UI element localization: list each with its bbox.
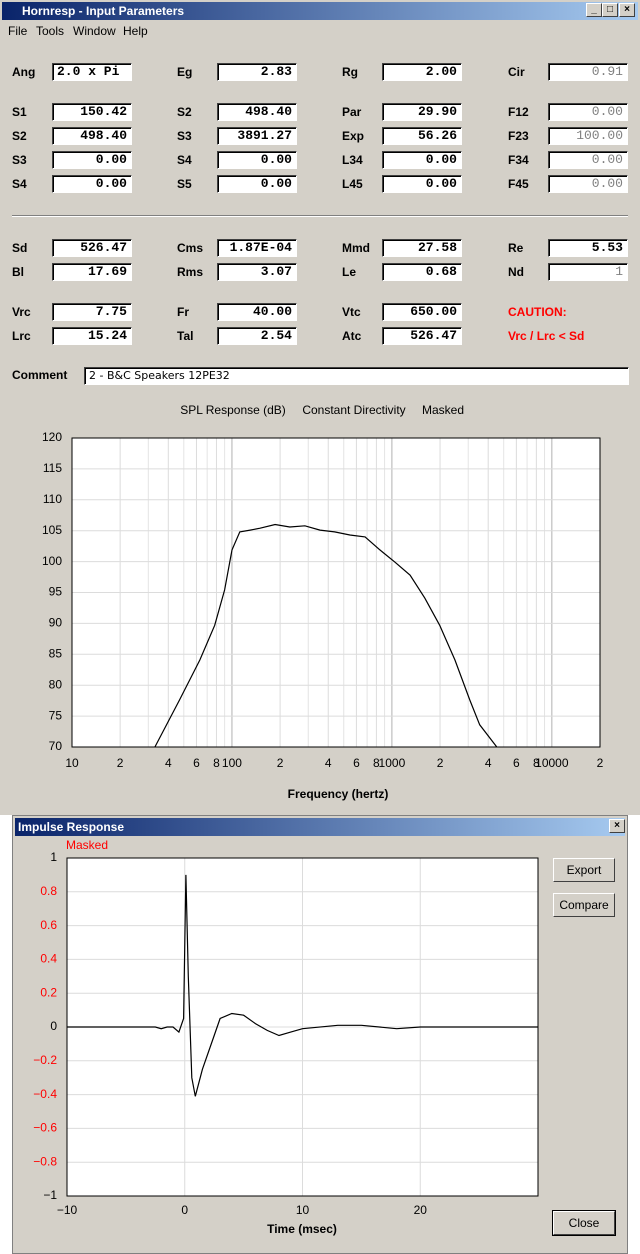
param-field[interactable]: 0.00 xyxy=(548,175,628,193)
param-label: L34 xyxy=(342,153,363,167)
param-label: Vtc xyxy=(342,305,361,319)
param-field[interactable]: 2.00 xyxy=(382,63,462,81)
param-field[interactable]: 100.00 xyxy=(548,127,628,145)
param-label: Par xyxy=(342,105,362,119)
param-field[interactable]: 2.83 xyxy=(217,63,297,81)
param-label: S3 xyxy=(177,129,192,143)
param-field[interactable]: 1.87E-04 xyxy=(217,239,297,257)
param-field[interactable]: 0.00 xyxy=(217,175,297,193)
param-field[interactable]: 7.75 xyxy=(52,303,132,321)
param-label: Le xyxy=(342,265,357,279)
param-label: Nd xyxy=(508,265,524,279)
param-label: Exp xyxy=(342,129,365,143)
param-label: Cms xyxy=(177,241,204,255)
param-field[interactable]: 498.40 xyxy=(217,103,297,121)
param-field[interactable]: 0.00 xyxy=(52,175,132,193)
param-label: S2 xyxy=(177,105,192,119)
param-field[interactable]: 1 xyxy=(548,263,628,281)
param-label: Vrc xyxy=(12,305,31,319)
menu-item[interactable]: Help xyxy=(123,24,148,38)
param-field[interactable]: 3.07 xyxy=(217,263,297,281)
param-field[interactable]: 0.91 xyxy=(548,63,628,81)
caution-title: CAUTION: xyxy=(508,305,567,319)
param-field[interactable]: 29.90 xyxy=(382,103,462,121)
button[interactable]: Export xyxy=(553,858,615,882)
param-label: Cir xyxy=(508,65,525,79)
param-field[interactable]: 498.40 xyxy=(52,127,132,145)
separator xyxy=(12,215,628,217)
param-label: Atc xyxy=(342,329,362,343)
minimize-button[interactable]: _ xyxy=(586,3,602,17)
param-field[interactable]: 150.42 xyxy=(52,103,132,121)
param-field[interactable]: 526.47 xyxy=(52,239,132,257)
button[interactable]: Compare xyxy=(553,893,615,917)
param-label: Re xyxy=(508,241,524,255)
param-label: S4 xyxy=(177,153,192,167)
button[interactable]: Close xyxy=(552,1210,616,1236)
param-field[interactable]: 3891.27 xyxy=(217,127,297,145)
param-label: F12 xyxy=(508,105,529,119)
param-label: S1 xyxy=(12,105,27,119)
param-field[interactable]: 27.58 xyxy=(382,239,462,257)
close-button[interactable]: × xyxy=(609,819,625,833)
param-label: S3 xyxy=(12,153,27,167)
param-label: F34 xyxy=(508,153,529,167)
param-label: Tal xyxy=(177,329,194,343)
param-label: Ang xyxy=(12,65,36,79)
impulse-window: Impulse Response × xyxy=(12,815,628,1254)
param-field[interactable]: 2.0 x Pi xyxy=(52,63,132,81)
param-field[interactable]: 0.68 xyxy=(382,263,462,281)
param-field[interactable]: 650.00 xyxy=(382,303,462,321)
maximize-button[interactable]: □ xyxy=(602,3,618,17)
param-field[interactable]: 17.69 xyxy=(52,263,132,281)
close-button[interactable]: × xyxy=(619,3,635,17)
param-field[interactable]: 2.54 xyxy=(217,327,297,345)
param-label: S2 xyxy=(12,129,27,143)
menu-item[interactable]: Window xyxy=(73,24,116,38)
param-field[interactable]: 56.26 xyxy=(382,127,462,145)
param-field[interactable]: 526.47 xyxy=(382,327,462,345)
param-field[interactable]: 0.00 xyxy=(382,175,462,193)
param-field[interactable]: 40.00 xyxy=(217,303,297,321)
comment-field[interactable]: 2 - B&C Speakers 12PE32 xyxy=(84,367,629,385)
caution-message: Vrc / Lrc < Sd xyxy=(508,329,585,343)
menu-item[interactable]: File xyxy=(8,24,28,38)
menu-item[interactable]: Tools xyxy=(36,24,65,38)
param-label: S5 xyxy=(177,177,192,191)
param-label: Eg xyxy=(177,65,193,79)
param-label: Bl xyxy=(12,265,24,279)
param-field[interactable]: 0.00 xyxy=(52,151,132,169)
param-label: Rg xyxy=(342,65,358,79)
param-label: Fr xyxy=(177,305,189,319)
param-label: F23 xyxy=(508,129,529,143)
title-bar: Hornresp - Input Parameters xyxy=(2,2,638,20)
param-field[interactable]: 15.24 xyxy=(52,327,132,345)
title-bar: Impulse Response xyxy=(15,818,625,836)
param-label: Lrc xyxy=(12,329,31,343)
param-field[interactable]: 0.00 xyxy=(548,103,628,121)
input-window: Hornresp - Input Parameters _ □ × Commen… xyxy=(0,0,640,815)
param-field[interactable]: 0.00 xyxy=(548,151,628,169)
param-field[interactable]: 0.00 xyxy=(217,151,297,169)
param-label: Sd xyxy=(12,241,28,255)
param-label: Rms xyxy=(177,265,204,279)
param-field[interactable]: 5.53 xyxy=(548,239,628,257)
param-label: S4 xyxy=(12,177,27,191)
comment-label: Comment xyxy=(12,368,68,382)
param-label: L45 xyxy=(342,177,363,191)
param-field[interactable]: 0.00 xyxy=(382,151,462,169)
param-label: Mmd xyxy=(342,241,370,255)
param-label: F45 xyxy=(508,177,529,191)
